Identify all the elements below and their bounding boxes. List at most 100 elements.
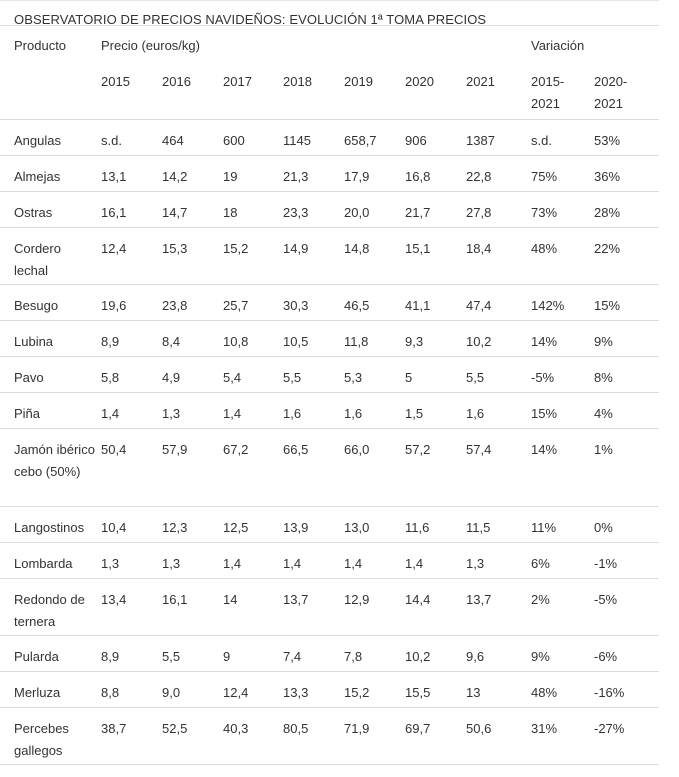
variation-cell: 6% (531, 542, 594, 579)
price-cell: 4,9 (162, 356, 223, 393)
price-cell: 5,5 (162, 635, 223, 672)
price-cell: 50,4 (101, 428, 162, 507)
variation-cell: -5% (594, 578, 660, 636)
variation-cell: 28% (594, 191, 660, 228)
price-cell: 1,3 (162, 392, 223, 429)
price-cell: 21,3 (283, 155, 344, 192)
product-cell: Ostras (0, 191, 101, 228)
price-cell: 8,4 (162, 320, 223, 357)
price-cell: 7,4 (283, 635, 344, 672)
price-cell: 16,1 (162, 578, 223, 636)
price-cell: 1,4 (405, 542, 466, 579)
product-cell: Jamón ibérico cebo (50%) (0, 428, 101, 507)
price-cell: 16,8 (405, 155, 466, 192)
price-cell: 80,5 (283, 707, 344, 765)
table-row: Cordero lechal 12,4 15,3 15,2 14,9 14,8 15,1 18… (0, 227, 660, 285)
price-cell: 12,3 (162, 506, 223, 543)
price-cell: 12,9 (344, 578, 405, 636)
product-cell: Percebes gallegos (0, 707, 101, 765)
variation-cell: 4% (594, 392, 660, 429)
price-cell: 13,9 (283, 506, 344, 543)
price-cell: 15,2 (223, 227, 283, 285)
price-cell: 13,7 (283, 578, 344, 636)
price-cell: 57,9 (162, 428, 223, 507)
price-cell: 5,4 (223, 356, 283, 393)
header-year: 2016 (162, 61, 223, 120)
variation-cell: -27% (594, 707, 660, 765)
product-cell: Lubina (0, 320, 101, 357)
variation-cell: -6% (594, 635, 660, 672)
variation-cell: 48% (531, 227, 594, 285)
variation-cell: 31% (531, 707, 594, 765)
price-cell: 71,9 (344, 707, 405, 765)
header-price: Precio (euros/kg) (101, 38, 200, 53)
header-empty (0, 61, 101, 120)
variation-cell: 11% (531, 506, 594, 543)
table-row: Pularda 8,9 5,5 9 7,4 7,8 10,2 9,6 9% -6% (0, 635, 660, 672)
price-cell: 14,9 (283, 227, 344, 285)
product-cell: Cordero lechal (0, 227, 101, 285)
price-cell: 57,4 (466, 428, 531, 507)
header-row-2: 2015 2016 2017 2018 2019 2020 2021 2015-… (0, 61, 660, 120)
product-cell: Piña (0, 392, 101, 429)
price-cell: 14 (223, 578, 283, 636)
price-cell: 52,5 (162, 707, 223, 765)
price-cell: 5,8 (101, 356, 162, 393)
price-cell: 1,3 (101, 542, 162, 579)
variation-cell: 36% (594, 155, 660, 192)
variation-cell: 73% (531, 191, 594, 228)
price-cell: 1,4 (223, 542, 283, 579)
price-cell: 30,3 (283, 284, 344, 321)
header-year: 2019 (344, 61, 405, 120)
price-cell: 10,2 (405, 635, 466, 672)
table-row: Ostras 16,1 14,7 18 23,3 20,0 21,7 27,8 73% 28% (0, 191, 660, 228)
price-cell: 21,7 (405, 191, 466, 228)
price-cell: 14,4 (405, 578, 466, 636)
variation-cell: 53% (594, 119, 660, 156)
variation-cell: 142% (531, 284, 594, 321)
price-cell: 69,7 (405, 707, 466, 765)
product-cell: Redondo de ternera (0, 578, 101, 636)
price-cell: 1,4 (283, 542, 344, 579)
price-cell: 25,7 (223, 284, 283, 321)
price-cell: 17,9 (344, 155, 405, 192)
product-cell: Angulas (0, 119, 101, 156)
price-cell: 5,5 (283, 356, 344, 393)
price-cell: 13,7 (466, 578, 531, 636)
price-cell: 9 (223, 635, 283, 672)
price-cell: 12,5 (223, 506, 283, 543)
variation-cell: -1% (594, 542, 660, 579)
price-cell: 14,2 (162, 155, 223, 192)
price-cell: 13,4 (101, 578, 162, 636)
product-cell: Almejas (0, 155, 101, 192)
price-cell: 57,2 (405, 428, 466, 507)
header-var-range: 2015- 2021 (531, 61, 594, 120)
price-cell: 67,2 (223, 428, 283, 507)
table-row: Piña 1,4 1,3 1,4 1,6 1,6 1,5 1,6 15% 4% (0, 392, 660, 429)
price-cell: 13,1 (101, 155, 162, 192)
header-year: 2020 (405, 61, 466, 120)
price-cell: 1387 (466, 119, 531, 156)
product-cell: Lombarda (0, 542, 101, 579)
price-cell: 7,8 (344, 635, 405, 672)
product-cell: Besugo (0, 284, 101, 321)
price-cell: 1,6 (466, 392, 531, 429)
variation-cell: 15% (531, 392, 594, 429)
table-row: Besugo 19,6 23,8 25,7 30,3 46,5 41,1 47,4 142% 15… (0, 284, 660, 321)
variation-cell: 1% (594, 428, 660, 507)
variation-cell: -5% (531, 356, 594, 393)
price-cell: 8,8 (101, 671, 162, 708)
header-product: Producto (14, 38, 67, 53)
table-row: Langostinos 10,4 12,3 12,5 13,9 13,0 11,6 11,5 1… (0, 506, 660, 543)
price-cell: 10,5 (283, 320, 344, 357)
price-cell: 16,1 (101, 191, 162, 228)
price-cell: 1,4 (223, 392, 283, 429)
variation-cell: 8% (594, 356, 660, 393)
price-cell: 1,3 (466, 542, 531, 579)
price-cell: 13,0 (344, 506, 405, 543)
variation-cell: 9% (531, 635, 594, 672)
price-cell: 11,6 (405, 506, 466, 543)
price-cell: 38,7 (101, 707, 162, 765)
price-cell: 658,7 (344, 119, 405, 156)
product-cell: Merluza (0, 671, 101, 708)
